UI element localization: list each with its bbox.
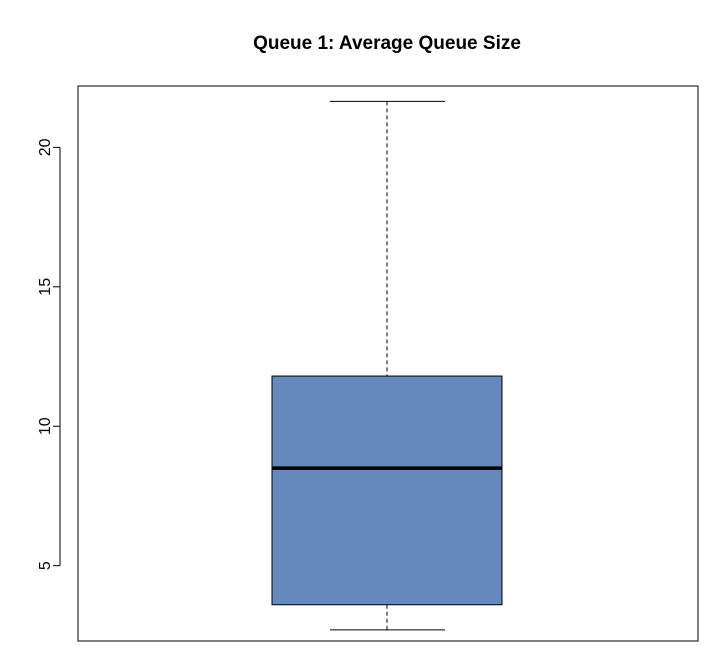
y-tick-label: 15: [37, 278, 54, 296]
y-axis-ticks: 5 10 15 20: [37, 138, 60, 570]
plot-frame: [77, 85, 699, 642]
interquartile-box: [271, 375, 503, 606]
y-tick-label: 5: [37, 561, 54, 570]
box-plot: [271, 100, 503, 631]
y-tick-label: 10: [37, 417, 54, 435]
y-tick-label: 20: [37, 138, 54, 156]
chart-title: Queue 1: Average Queue Size: [253, 33, 521, 54]
